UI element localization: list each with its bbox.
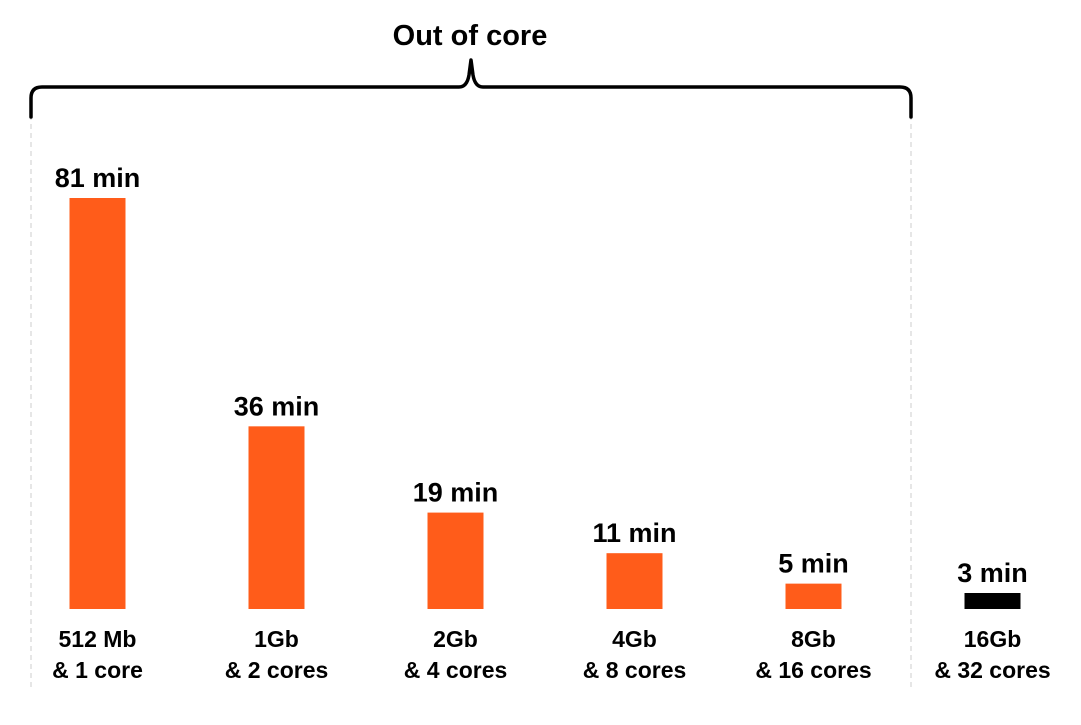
- category-label-3-line-1: & 8 cores: [583, 657, 687, 683]
- category-label-0-line-0: 512 Mb: [59, 626, 137, 652]
- category-label-3-line-0: 4Gb: [612, 626, 657, 652]
- bar-3: [606, 553, 663, 609]
- bar-5: [964, 593, 1021, 609]
- value-label-4: 5 min: [778, 549, 849, 579]
- value-label-0: 81 min: [55, 163, 141, 193]
- category-label-1-line-0: 1Gb: [254, 626, 299, 652]
- bar-4: [785, 583, 842, 609]
- group-label: Out of core: [393, 20, 548, 52]
- value-label-2: 19 min: [413, 478, 499, 508]
- value-label-3: 11 min: [592, 518, 676, 548]
- out-of-core-annotation: Out of core: [29, 20, 913, 690]
- category-label-5-line-0: 16Gb: [964, 626, 1022, 652]
- value-label-5: 3 min: [957, 558, 1028, 588]
- category-label-2-line-1: & 4 cores: [404, 657, 508, 683]
- category-label-2-line-0: 2Gb: [433, 626, 478, 652]
- category-label-5-line-1: & 32 cores: [934, 657, 1050, 683]
- value-label-1: 36 min: [234, 391, 320, 421]
- category-label-4-line-1: & 16 cores: [755, 657, 871, 683]
- category-labels-group: 512 Mb & 1 core 1Gb & 2 cores 2Gb & 4 cores 4G…: [52, 626, 1051, 683]
- bar-2: [427, 512, 484, 609]
- value-labels-group: 81 min 36 min 19 min 11 min 5 min 3 min: [55, 163, 1028, 588]
- bar-0: [69, 198, 126, 609]
- group-brace: [29, 58, 913, 119]
- category-label-1-line-1: & 2 cores: [225, 657, 329, 683]
- category-label-4-line-0: 8Gb: [791, 626, 836, 652]
- bar-1: [248, 426, 305, 609]
- category-label-0-line-1: & 1 core: [52, 657, 143, 683]
- bars-group: [69, 198, 1021, 609]
